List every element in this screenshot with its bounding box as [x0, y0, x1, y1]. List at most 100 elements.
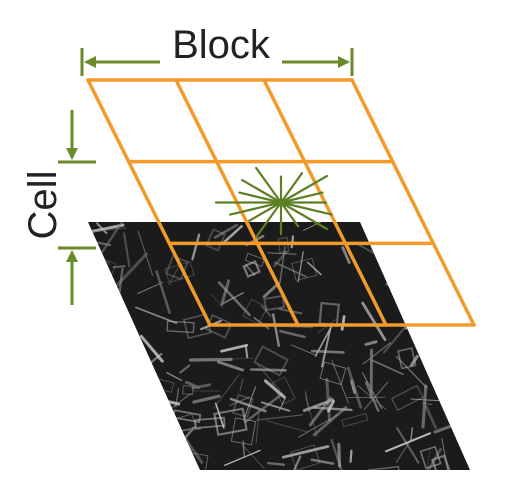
texture-stroke	[412, 289, 429, 307]
texture-stroke	[267, 461, 286, 466]
texture-stroke	[168, 393, 192, 411]
texture-stroke	[431, 222, 445, 232]
texture-stroke	[398, 237, 428, 254]
texture-stroke	[272, 313, 280, 347]
texture-stroke	[371, 359, 404, 376]
texture-stroke	[93, 291, 108, 315]
texture-stroke	[223, 225, 243, 244]
texture-stroke	[406, 253, 428, 278]
texture-stroke	[243, 386, 256, 421]
gradient-center	[277, 199, 285, 206]
texture-stroke	[217, 360, 245, 372]
texture-stroke	[439, 379, 470, 389]
texture-stroke	[266, 420, 308, 433]
texture-stroke	[273, 250, 288, 268]
texture-cell	[341, 412, 369, 428]
texture-stroke	[244, 344, 249, 359]
texture-stroke	[263, 379, 286, 399]
texture-stroke	[421, 384, 428, 429]
texture-stroke	[112, 265, 126, 269]
texture-stroke	[153, 441, 165, 470]
texture-stroke	[325, 377, 331, 422]
gradient-ray	[241, 179, 283, 204]
texture-cell	[263, 294, 286, 312]
texture-stroke	[229, 396, 250, 407]
texture-stroke	[211, 294, 224, 309]
gradient-ray	[279, 172, 304, 204]
texture-cell	[319, 361, 347, 386]
texture-stroke	[274, 261, 308, 278]
texture-cell	[182, 385, 194, 396]
gradient-ray	[238, 191, 283, 204]
texture-stroke	[312, 406, 348, 437]
texture-stroke	[175, 388, 180, 408]
texture-stroke	[312, 406, 353, 412]
texture-stroke	[91, 425, 124, 452]
texture-stroke	[382, 321, 411, 354]
texture-stroke	[113, 322, 131, 333]
texture-stroke	[456, 325, 465, 361]
texture-stroke	[279, 329, 306, 339]
texture-stroke	[95, 293, 115, 316]
gradient-histogram	[214, 166, 333, 239]
texture-stroke	[466, 229, 470, 246]
cell-dimension-arrow: Cell	[21, 110, 96, 305]
texture-stroke	[395, 228, 414, 245]
texture-stroke	[361, 301, 387, 342]
gradient-ray	[248, 201, 283, 222]
texture-stroke	[88, 387, 99, 392]
texture-stroke	[314, 323, 334, 357]
texture-stroke	[64, 351, 86, 370]
texture-stroke	[255, 407, 260, 444]
texture-stroke	[260, 401, 291, 412]
texture-cell	[213, 407, 248, 436]
texture-stroke	[281, 445, 330, 459]
texture-stroke	[286, 455, 302, 470]
texture-stroke	[421, 402, 433, 405]
texture-cell	[231, 393, 254, 419]
texture-stroke	[95, 338, 118, 365]
texture-stroke	[395, 355, 428, 389]
texture-stroke	[239, 378, 244, 392]
texture-stroke	[184, 380, 201, 390]
texture-cell	[367, 465, 401, 470]
texture-stroke	[404, 285, 419, 330]
texture-cell	[123, 442, 144, 467]
texture-stroke	[214, 402, 225, 429]
texture-stroke	[260, 469, 274, 470]
texture-stroke	[224, 449, 261, 466]
gradient-ray	[255, 201, 283, 239]
texture-stroke	[93, 295, 106, 328]
texture-stroke	[364, 340, 378, 346]
texture-stroke	[394, 223, 411, 272]
texture-stroke	[155, 270, 171, 314]
texture-cell	[133, 461, 166, 470]
texture-cell	[364, 222, 388, 245]
texture-stroke	[123, 232, 131, 268]
texture-cell	[385, 271, 413, 295]
texture-stroke	[191, 233, 201, 261]
texture-cell	[194, 416, 226, 429]
texture-stroke	[341, 246, 351, 265]
texture-stroke	[242, 440, 246, 458]
texture-stroke	[395, 439, 412, 463]
texture-stroke	[88, 281, 106, 290]
texture-stroke	[118, 267, 124, 296]
texture-stroke	[331, 359, 349, 404]
texture-stroke	[110, 369, 129, 405]
gradient-ray	[255, 166, 283, 204]
texture-stroke	[308, 396, 333, 427]
texture-cell	[166, 320, 195, 334]
texture-stroke	[290, 344, 318, 357]
texture-stroke	[306, 261, 322, 276]
texture-cell	[164, 261, 195, 283]
texture-cell	[390, 384, 424, 411]
texture-stroke	[445, 231, 459, 248]
texture-stroke	[424, 405, 437, 429]
texture-stroke	[192, 394, 221, 404]
texture-stroke	[88, 450, 92, 470]
texture-cell	[419, 445, 442, 470]
texture-stroke	[410, 354, 419, 367]
gradient-ray	[279, 201, 300, 228]
texture-stroke	[369, 222, 402, 245]
